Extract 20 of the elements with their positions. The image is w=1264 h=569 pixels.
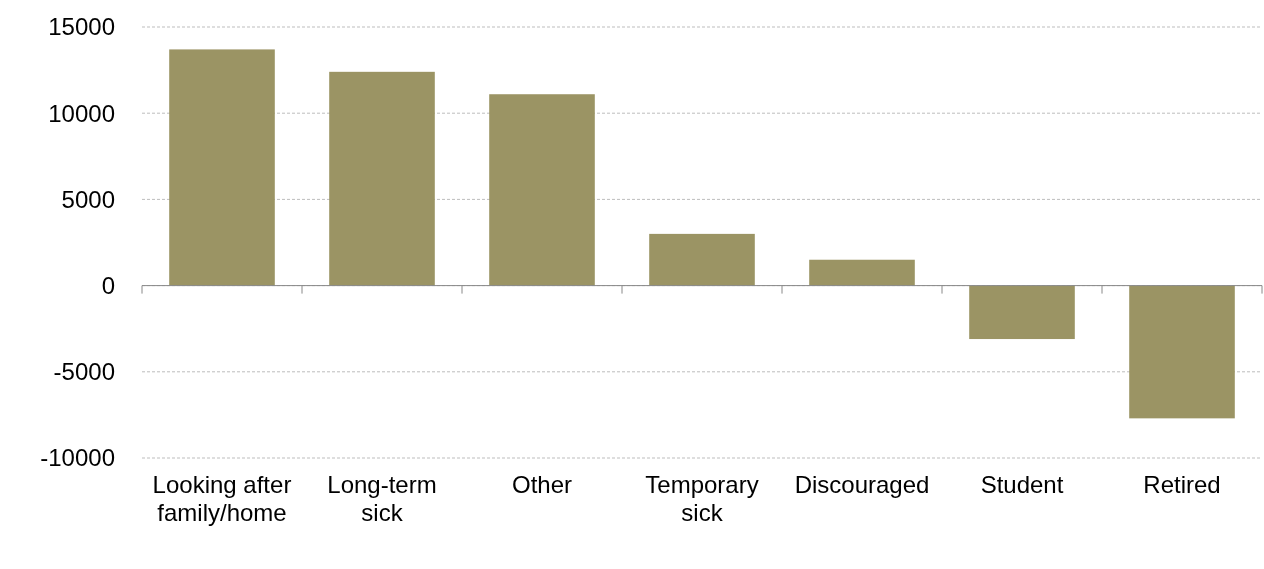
- y-tick-label: 15000: [48, 13, 115, 41]
- bar: [329, 71, 435, 286]
- bar: [809, 259, 915, 286]
- bar: [489, 94, 595, 286]
- y-tick-label: 0: [101, 272, 115, 299]
- y-tick-label: -5000: [53, 358, 115, 386]
- y-tick-label: 10000: [48, 99, 115, 127]
- x-tick-label: Looking after family/home: [152, 471, 292, 526]
- bar: [969, 285, 1075, 340]
- x-tick-label: Long-term sick: [327, 471, 437, 526]
- y-tick-label: 5000: [61, 185, 115, 213]
- y-tick-label: -10000: [40, 444, 115, 472]
- x-tick-label: Temporary sick: [645, 471, 759, 526]
- bar: [649, 233, 755, 286]
- x-tick-label: Discouraged: [794, 471, 930, 498]
- x-tick-label: Student: [980, 471, 1064, 498]
- bar: [169, 49, 275, 286]
- bar: [1129, 285, 1235, 419]
- x-tick-label: Retired: [1143, 471, 1221, 498]
- x-tick-label: Other: [511, 471, 573, 498]
